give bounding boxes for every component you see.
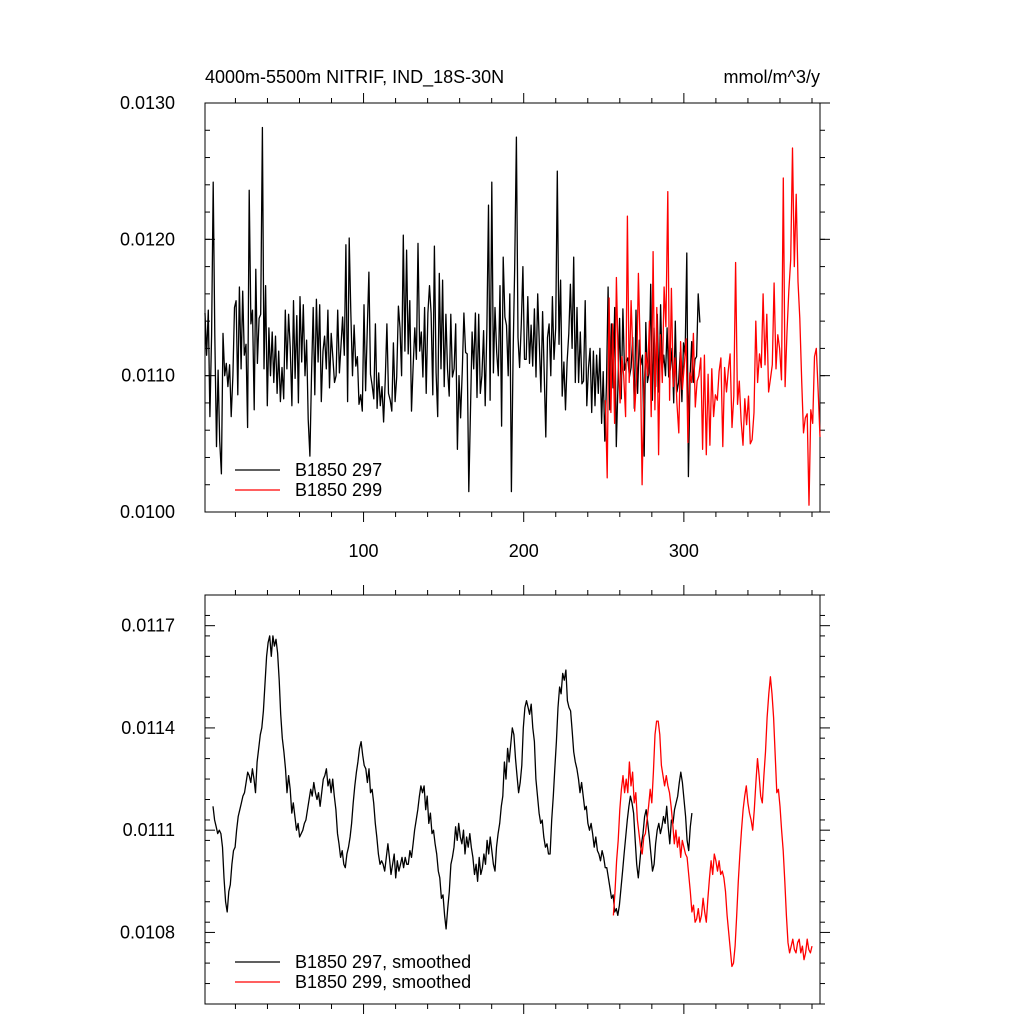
y-tick-label: 0.0108 (120, 922, 175, 942)
ticks-top (205, 93, 830, 522)
series-line (604, 147, 821, 506)
chart-title: 4000m-5500m NITRIF, IND_18S-30N (205, 67, 504, 88)
top-panel: 4000m-5500m NITRIF, IND_18S-30N mmol/m^3… (120, 67, 830, 561)
y-tick-label: 0.0114 (121, 718, 175, 738)
legend-label: B1850 299, smoothed (295, 972, 471, 992)
y-tick-label: 0.0111 (123, 820, 175, 840)
ticks-bottom (205, 585, 830, 1014)
series-line (612, 676, 813, 968)
units-label: mmol/m^3/y (724, 67, 820, 87)
bottom-panel: 0.0108 0.0111 0.0114 0.0117 B1850 297, smoo… (120, 585, 830, 1014)
tick-labels-top: 0.0100 0.0110 0.0120 0.0130 100 200 300 (120, 93, 699, 561)
y-tick-label: 0.0120 (120, 229, 175, 249)
x-tick-label: 100 (349, 541, 379, 561)
y-tick-label: 0.0100 (120, 502, 175, 522)
y-tick-label: 0.0117 (121, 616, 175, 636)
y-tick-label: 0.0130 (120, 93, 175, 113)
series-lines-bottom (212, 635, 813, 968)
legend-label: B1850 297, smoothed (295, 952, 471, 972)
series-lines-top (204, 126, 821, 506)
x-tick-label: 200 (509, 541, 539, 561)
legend-label: B1850 297 (295, 460, 382, 480)
tick-labels-bottom: 0.0108 0.0111 0.0114 0.0117 (120, 616, 175, 943)
plot-frame-bottom (204, 594, 821, 1005)
y-tick-label: 0.0110 (121, 366, 175, 386)
series-line (204, 126, 701, 493)
series-line (212, 635, 693, 930)
legend-label: B1850 299 (295, 480, 382, 500)
plot-frame-top (204, 102, 821, 513)
x-tick-label: 300 (669, 541, 699, 561)
